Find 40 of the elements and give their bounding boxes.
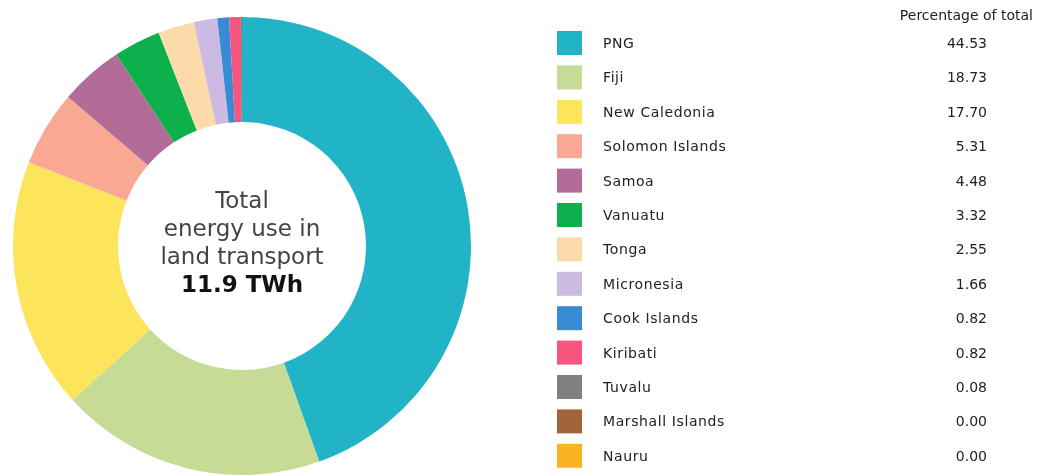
text: 0.00 (955, 447, 987, 464)
legend-label: Solomon Islands (603, 138, 727, 155)
donut-slice (158, 22, 216, 131)
legend-label: Samoa (603, 172, 655, 189)
data-label: 2.55 (955, 241, 987, 258)
donut-slice (13, 162, 151, 401)
data-label: 1.66 (955, 275, 988, 292)
legend-label: Fiji (603, 69, 625, 86)
legend-label: PNG (603, 35, 635, 51)
donut-slice (229, 17, 242, 123)
legend-label: Cook Islands (603, 310, 699, 327)
data-label: 5.31 (955, 138, 987, 155)
legend-label: Marshall Islands (603, 413, 725, 430)
legend-label: Tuvalu (602, 379, 652, 395)
text: Total (214, 187, 269, 213)
legend-label: Kiribati (603, 344, 658, 361)
donut-slice (28, 97, 148, 201)
data-label: 0.82 (955, 310, 987, 327)
text: 11.9 TWh (180, 271, 304, 297)
donut-slice (217, 17, 235, 123)
text: 0.00 (955, 413, 987, 430)
legend-label: Tonga (602, 241, 648, 258)
data-label: 17.70 (946, 103, 987, 120)
text: energy use in (163, 215, 321, 241)
donut-slice (72, 329, 320, 475)
data-label: 4.48 (955, 172, 987, 189)
data-label: 0.08 (955, 379, 987, 395)
text: land transport (160, 243, 324, 269)
data-label: 18.73 (946, 69, 987, 86)
legend-label: Nauru (603, 447, 649, 464)
legend-label: Micronesia (603, 275, 684, 292)
donut-slice (193, 18, 229, 125)
data-label: 44.53 (946, 35, 987, 51)
donut-slice (116, 32, 197, 143)
donut-slice (68, 54, 174, 166)
legend-label: New Caledonia (603, 103, 716, 120)
legend-title: Percentage of total (899, 7, 1033, 23)
data-label: 3.32 (955, 207, 987, 223)
legend-label: Vanuatu (603, 207, 665, 223)
data-label: 0.82 (955, 344, 987, 361)
